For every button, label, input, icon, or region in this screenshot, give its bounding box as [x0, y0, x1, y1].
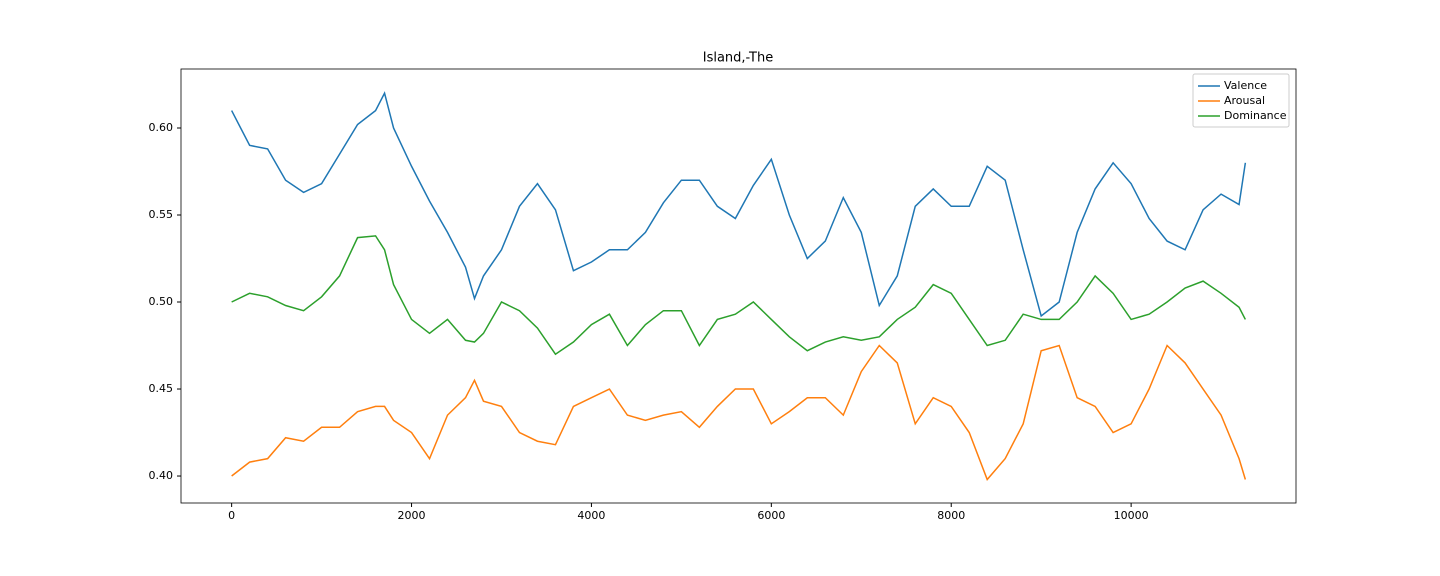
y-tick-label: 0.40 — [149, 469, 174, 482]
y-tick-label: 0.60 — [149, 121, 174, 134]
x-tick-label: 6000 — [757, 509, 785, 522]
data-line — [231, 235, 1247, 356]
legend-label: Arousal — [1224, 94, 1265, 107]
x-tick-label: 10000 — [1114, 509, 1149, 522]
x-tick-label: 8000 — [937, 509, 965, 522]
plot-frame — [180, 68, 1297, 504]
x-tick-label: 2000 — [398, 509, 426, 522]
y-tick-label: 0.45 — [149, 382, 174, 395]
legend-label: Dominance — [1224, 109, 1287, 122]
x-tick-label: 0 — [228, 509, 235, 522]
data-line — [230, 91, 1247, 318]
chart-title: Island,-The — [703, 51, 773, 66]
y-tick-label: 0.55 — [149, 208, 174, 221]
x-tick-label: 4000 — [577, 509, 605, 522]
legend-label: Valence — [1224, 79, 1267, 92]
legend-box — [1192, 73, 1290, 128]
data-line — [231, 344, 1247, 481]
y-tick-label: 0.50 — [149, 295, 174, 308]
